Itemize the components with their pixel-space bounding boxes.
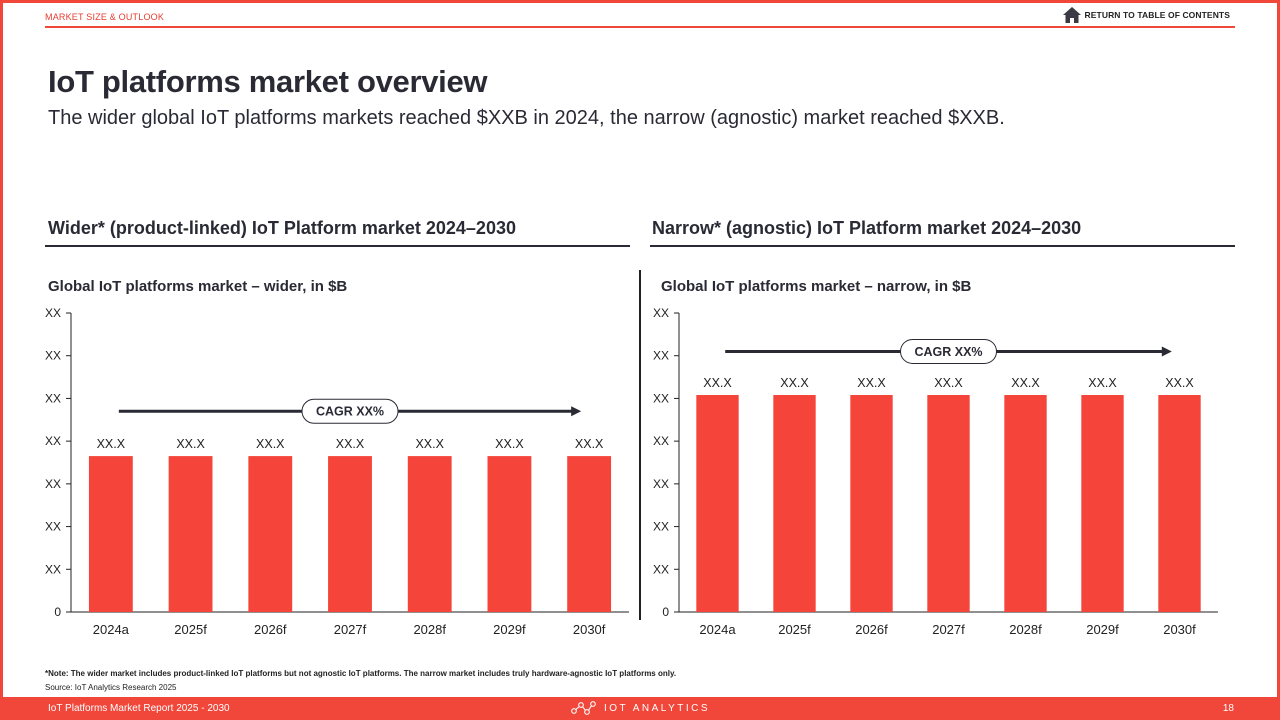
x-tick-label: 2026f (855, 622, 888, 637)
x-tick-label: 2026f (254, 622, 287, 637)
right-panel-title: Narrow* (agnostic) IoT Platform market 2… (652, 218, 1082, 238)
bar-data-label: XX.X (1088, 376, 1117, 390)
header-rule (45, 26, 1235, 28)
y-tick-label: 0 (662, 605, 669, 619)
bar-data-label: XX.X (495, 437, 524, 451)
y-tick-label: XX (45, 520, 61, 534)
narrow-market-bar-chart: 0 XX XX XX XX XX XX XX XX.X 2024a XX.X 2025f XX.X 202… (653, 306, 1218, 637)
bar-data-label: XX.X (1011, 376, 1040, 390)
brand-logo: IOT ANALYTICS (570, 700, 710, 716)
x-tick-label: 2030f (573, 622, 606, 637)
x-tick-label: 2025f (778, 622, 811, 637)
cagr-label: CAGR XX% (914, 345, 982, 359)
y-tick-label: XX (45, 349, 61, 363)
bar (1158, 395, 1201, 612)
bar-data-label: XX.X (256, 437, 285, 451)
footnote: *Note: The wider market includes product… (45, 669, 677, 678)
y-tick-label: XX (45, 477, 61, 491)
bar (88, 456, 133, 612)
return-to-toc-link[interactable]: RETURN TO TABLE OF CONTENTS (1062, 6, 1230, 24)
x-tick-label: 2030f (1163, 622, 1196, 637)
x-tick-label: 2028f (1009, 622, 1042, 637)
y-tick-label: XX (653, 434, 669, 448)
bar (487, 456, 532, 612)
home-icon (1062, 7, 1081, 23)
bar (1004, 395, 1047, 612)
bar-data-label: XX.X (336, 437, 365, 451)
y-tick-label: XX (653, 562, 669, 576)
left-chart-title: Global IoT platforms market – wider, in … (48, 278, 348, 295)
left-panel-rule (45, 245, 630, 247)
right-chart-title: Global IoT platforms market – narrow, in… (661, 278, 972, 295)
bar-data-label: XX.X (176, 437, 205, 451)
panel-divider (639, 270, 641, 620)
bar-data-label: XX.X (703, 376, 732, 390)
bar-data-label: XX.X (575, 437, 604, 451)
bar (567, 456, 612, 612)
bar-data-label: XX.X (97, 437, 126, 451)
x-tick-label: 2029f (1086, 622, 1119, 637)
x-tick-label: 2024a (699, 622, 736, 637)
y-tick-label: XX (653, 520, 669, 534)
bar-data-label: XX.X (934, 376, 963, 390)
left-panel-title: Wider* (product-linked) IoT Platform mar… (48, 218, 516, 238)
x-tick-label: 2027f (334, 622, 367, 637)
brand-name: IOT ANALYTICS (604, 702, 711, 714)
y-tick-label: XX (653, 349, 669, 363)
cagr-label: CAGR XX% (316, 405, 384, 419)
y-tick-label: XX (45, 391, 61, 405)
bar (927, 395, 970, 612)
wider-market-bar-chart: 0 XX XX XX XX XX XX XX XX.X 2024a XX.X 2025f XX.X 202… (45, 306, 629, 637)
report-name: IoT Platforms Market Report 2025 - 2030 (48, 703, 230, 714)
y-tick-label: XX (45, 562, 61, 576)
cagr-arrowhead (571, 406, 582, 417)
bar (248, 456, 293, 612)
iot-analytics-logo-icon (571, 701, 596, 715)
y-tick-label: XX (653, 477, 669, 491)
bar-data-label: XX.X (857, 376, 886, 390)
section-label: MARKET SIZE & OUTLOOK (45, 12, 165, 22)
bar-data-label: XX.X (415, 437, 444, 451)
y-tick-label: XX (45, 434, 61, 448)
x-tick-label: 2029f (493, 622, 526, 637)
y-tick-label: 0 (54, 605, 61, 619)
bar (773, 395, 816, 612)
y-tick-label: XX (653, 391, 669, 405)
right-panel-rule (650, 245, 1235, 247)
return-to-toc-label: RETURN TO TABLE OF CONTENTS (1084, 10, 1230, 20)
x-tick-label: 2027f (932, 622, 965, 637)
cagr-pill (900, 338, 997, 364)
footer-bar: IoT Platforms Market Report 2025 - 2030 … (0, 697, 1280, 720)
x-tick-label: 2028f (413, 622, 446, 637)
bar-data-label: XX.X (1165, 376, 1194, 390)
source-note: Source: IoT Analytics Research 2025 (45, 683, 177, 692)
cagr-pill (301, 398, 399, 424)
y-tick-label: XX (45, 306, 61, 320)
page-title: IoT platforms market overview (48, 64, 488, 99)
bar (850, 395, 893, 612)
cagr-arrowhead (1161, 346, 1172, 357)
page-subtitle: The wider global IoT platforms markets r… (48, 107, 1005, 129)
bar-data-label: XX.X (780, 376, 809, 390)
y-tick-label: XX (653, 306, 669, 320)
bar (407, 456, 452, 612)
x-tick-label: 2025f (174, 622, 207, 637)
bar (1081, 395, 1124, 612)
bar (696, 395, 739, 612)
bar (168, 456, 213, 612)
bar (328, 456, 372, 612)
page-number: 18 (1222, 703, 1234, 714)
x-tick-label: 2024a (93, 622, 130, 637)
